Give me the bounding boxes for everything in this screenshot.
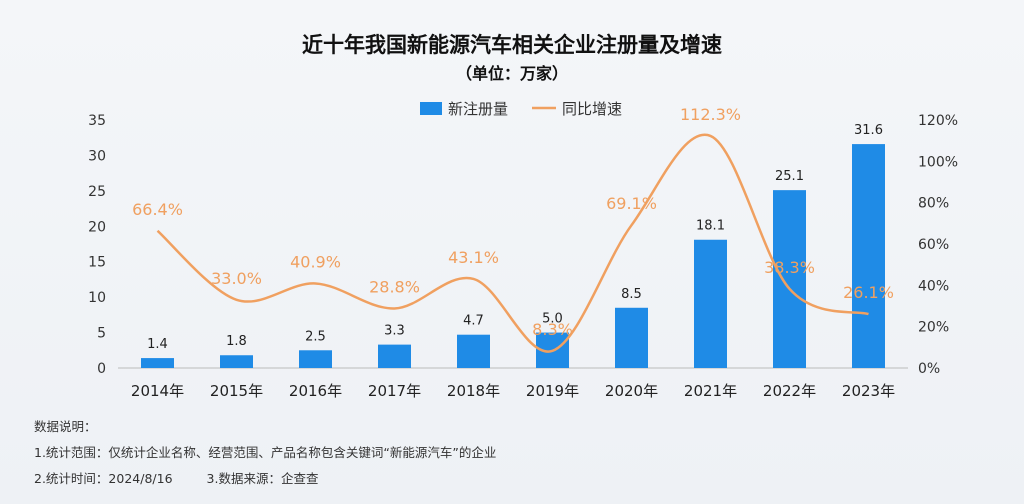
- x-tick-label: 2016年: [289, 382, 342, 400]
- x-tick-label: 2018年: [447, 382, 500, 400]
- bar-value-label: 4.7: [463, 314, 484, 329]
- legend-bar-label: 新注册量: [448, 100, 508, 118]
- notes-stat-time: 2.统计时间：2024/8/16: [34, 471, 173, 486]
- chart: 近十年我国新能源汽车相关企业注册量及增速 （单位：万家） 新注册量 同比增速 0…: [88, 33, 958, 400]
- notes-line-1: 1.统计范围：仅统计企业名称、经营范围、产品名称包含关键词“新能源汽车”的企业: [34, 445, 497, 460]
- y-left-tick-label: 15: [88, 255, 106, 271]
- y-right-tick-label: 80%: [918, 196, 949, 212]
- y-left-tick-label: 0: [97, 361, 106, 377]
- chart-subtitle: （单位：万家）: [456, 64, 568, 83]
- bar-value-label: 18.1: [696, 219, 725, 234]
- y-right-tick-label: 0%: [918, 361, 940, 377]
- growth-line: [156, 133, 869, 353]
- legend-bar-swatch: [420, 102, 442, 115]
- bar: [615, 307, 648, 368]
- bar: [694, 239, 727, 368]
- x-tick-label: 2017年: [368, 382, 421, 400]
- bar: [457, 334, 490, 368]
- line-value-label: 8.3%: [532, 320, 573, 339]
- line-value-label: 28.8%: [369, 277, 420, 296]
- line-value-label: 38.3%: [764, 258, 815, 277]
- chart-title: 近十年我国新能源汽车相关企业注册量及增速: [302, 33, 722, 57]
- x-tick-label: 2014年: [131, 382, 184, 400]
- bar-value-label: 5.0: [542, 312, 563, 327]
- y-left-tick-label: 20: [88, 219, 106, 235]
- bar-value-label: 3.3: [384, 324, 405, 339]
- bar-value-label: 1.8: [226, 334, 247, 349]
- data-notes: 数据说明： 1.统计范围：仅统计企业名称、经营范围、产品名称包含关键词“新能源汽…: [34, 414, 496, 492]
- y-axis-right: 0% 20% 40% 60% 80% 100% 120%: [918, 113, 958, 377]
- bar: [378, 344, 411, 368]
- x-tick-label: 2023年: [842, 382, 895, 400]
- y-right-tick-label: 20%: [918, 320, 949, 336]
- notes-line-2: 2.统计时间：2024/8/16 3.数据来源：企查查: [34, 466, 496, 492]
- notes-source: 3.数据来源：企查查: [206, 471, 319, 486]
- y-right-tick-label: 40%: [918, 278, 949, 294]
- bar: [773, 190, 806, 368]
- line-labels: 66.4% 33.0% 40.9% 28.8% 43.1% 8.3% 69.1% 112.3%…: [132, 105, 894, 339]
- x-tick-label: 2021年: [684, 382, 737, 400]
- x-tick-label: 2019年: [526, 382, 579, 400]
- x-tick-label: 2020年: [605, 382, 658, 400]
- bar: [852, 144, 885, 368]
- bar: [141, 358, 174, 368]
- line-value-label: 33.0%: [211, 269, 262, 288]
- y-right-tick-label: 120%: [918, 113, 958, 129]
- line-value-label: 69.1%: [606, 194, 657, 213]
- line-value-label: 40.9%: [290, 252, 341, 271]
- x-axis: 2014年 2015年 2016年 2017年 2018年 2019年 2020年 2021年…: [131, 382, 895, 400]
- bar-value-label: 2.5: [305, 329, 326, 344]
- line-value-label: 112.3%: [680, 105, 741, 124]
- legend: 新注册量 同比增速: [420, 100, 622, 118]
- line-value-label: 43.1%: [448, 248, 499, 267]
- y-right-tick-label: 100%: [918, 154, 958, 170]
- bar-series: [141, 144, 885, 368]
- line-value-label: 66.4%: [132, 200, 183, 219]
- y-left-tick-label: 5: [97, 326, 106, 342]
- bar-value-label: 25.1: [775, 169, 804, 184]
- y-left-tick-label: 30: [88, 148, 106, 164]
- bar: [299, 350, 332, 368]
- y-left-tick-label: 10: [88, 290, 106, 306]
- notes-heading: 数据说明：: [34, 419, 97, 434]
- y-right-tick-label: 60%: [918, 237, 949, 253]
- y-left-tick-label: 35: [88, 113, 106, 129]
- bar-value-label: 31.6: [854, 123, 883, 138]
- x-tick-label: 2022年: [763, 382, 816, 400]
- bar: [220, 355, 253, 368]
- bar-value-label: 1.4: [147, 337, 168, 352]
- x-tick-label: 2015年: [210, 382, 263, 400]
- legend-line-label: 同比增速: [562, 100, 622, 118]
- line-value-label: 26.1%: [843, 283, 894, 302]
- y-axis-left: 0 5 10 15 20 25 30 35: [88, 113, 106, 377]
- bar-labels: 1.4 1.8 2.5 3.3 4.7 5.0 8.5 18.1 25.1 31.6: [147, 123, 883, 352]
- bar-value-label: 8.5: [621, 287, 642, 302]
- y-left-tick-label: 25: [88, 184, 106, 200]
